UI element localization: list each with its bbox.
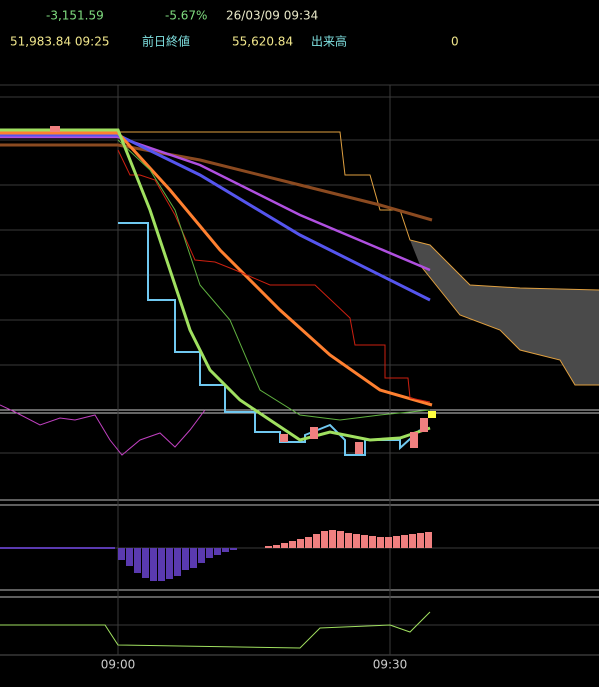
change-pct: -5.67% <box>165 9 207 23</box>
price-time: 51,983.84 09:25 <box>10 35 109 49</box>
volume-label: 出来高 <box>311 34 347 49</box>
candles <box>50 126 436 454</box>
change: -3,151.59 <box>46 9 104 23</box>
x-tick-label: 09:30 <box>373 658 408 672</box>
ichimoku-cloud <box>0 131 599 386</box>
oscillator-line <box>0 611 431 649</box>
macd-histogram <box>0 547 237 581</box>
prev-close: 55,620.84 <box>232 35 293 49</box>
volume: 0 <box>451 35 459 49</box>
macd-histogram-positive <box>265 530 432 548</box>
indicator-lines <box>0 128 433 456</box>
prev-close-label: 前日終値 <box>142 34 190 49</box>
x-tick-label: 09:00 <box>101 658 136 672</box>
datetime: 26/03/09 09:34 <box>226 9 318 23</box>
